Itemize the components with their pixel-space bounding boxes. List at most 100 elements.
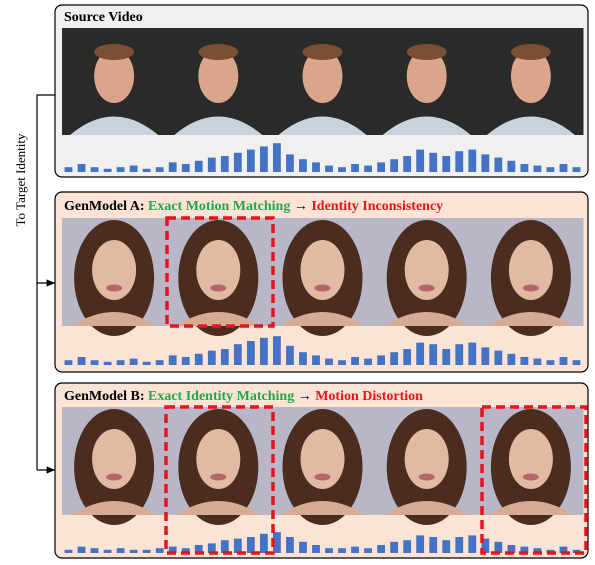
motion-bar [156,548,164,553]
motion-bar [78,164,86,172]
motion-bar [182,164,190,172]
motion-bar [534,166,542,172]
motion-bar [547,167,555,172]
motion-bar [494,351,502,365]
title-part: Exact Motion Matching [148,199,290,214]
motion-bar [65,550,73,553]
motion-bar [455,537,463,553]
motion-bar [403,349,411,365]
motion-bar [520,357,528,365]
motion-bar [312,162,320,172]
motion-bar [312,355,320,365]
motion-bar [351,547,359,553]
motion-bar [325,166,333,172]
motion-bar [260,338,268,365]
motion-bar [130,550,138,553]
motion-bar [78,357,86,365]
motion-bar [273,336,281,365]
motion-bar [130,359,138,365]
motion-bar [403,540,411,553]
motion-bar [91,167,99,172]
motion-bar [364,359,372,365]
title-part: Motion Distortion [315,389,423,404]
lips [106,285,122,292]
motion-bar [247,341,255,365]
motion-bar [104,550,112,553]
motion-bar [429,153,437,172]
motion-bar [338,167,346,172]
motion-bar [377,162,385,172]
motion-bar [234,153,242,172]
motion-bar [273,143,281,172]
lips [315,474,331,481]
motion-bar [143,169,151,172]
hair [407,44,447,60]
lips [315,285,331,292]
motion-bar [351,164,359,172]
motion-bar [325,548,333,553]
motion-bar [534,359,542,365]
motion-bar [221,349,229,365]
motion-bar [312,545,320,553]
motion-bar [468,343,476,365]
motion-bar [416,535,424,553]
motion-bar [429,537,437,553]
motion-bar [429,344,437,365]
motion-bar [104,362,112,365]
motion-bar [325,359,333,365]
title-part: → [294,199,308,214]
motion-bar [156,360,164,365]
title-part: Identity Inconsistency [311,199,443,214]
motion-bar [286,537,294,553]
motion-bar [416,150,424,172]
motion-bar [573,167,581,172]
side-label: To Target Identity [13,133,28,227]
motion-bar [130,166,138,172]
motion-bar [481,154,489,172]
motion-bar [494,158,502,172]
motion-bar [208,351,216,365]
motion-bar [299,352,307,365]
motion-bar [156,167,164,172]
motion-bar [507,354,515,365]
motion-bar [481,347,489,365]
motion-bar [78,547,86,553]
title-part: Source Video [64,10,143,25]
motion-bar [221,540,229,553]
hair [198,44,238,60]
motion-bar [520,164,528,172]
motion-bar [403,156,411,172]
motion-bar [104,169,112,172]
motion-bar [390,159,398,172]
motion-bar [234,539,242,553]
motion-bar [286,154,294,172]
motion-bar [182,357,190,365]
motion-bar [143,362,151,365]
motion-bar [351,357,359,365]
motion-bar [299,159,307,172]
motion-bar [507,161,515,172]
motion-bar [442,540,450,553]
title-part: → [298,389,312,404]
motion-bar [195,161,203,172]
motion-bar [299,542,307,553]
motion-bar [390,352,398,365]
lips [210,474,226,481]
motion-bar [455,344,463,365]
motion-bar [468,150,476,172]
motion-bar [195,354,203,365]
motion-bar [117,360,125,365]
motion-bar [364,548,372,553]
title-part: GenModel A: [64,199,145,214]
lips [523,474,539,481]
panel-title: GenModel A: Exact Motion Matching → Iden… [64,199,443,214]
lips [210,285,226,292]
motion-bar [91,548,99,553]
title-part: GenModel B: [64,389,145,404]
lips [419,474,435,481]
motion-bar [573,360,581,365]
motion-bar [208,158,216,172]
title-part: Exact Identity Matching [148,389,294,404]
motion-bar [455,151,463,172]
motion-bar [91,360,99,365]
